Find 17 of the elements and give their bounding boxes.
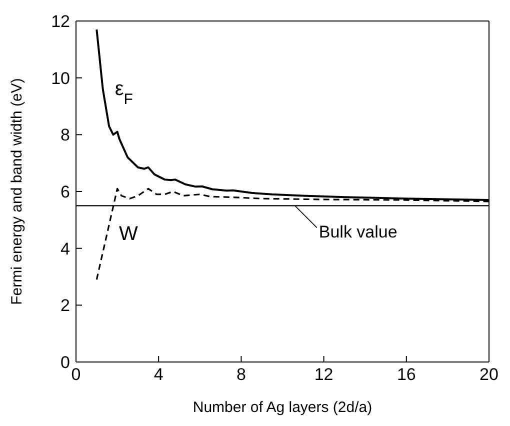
- y-tick-label: 12: [51, 12, 70, 32]
- y-tick-label: 10: [51, 68, 70, 88]
- y-axis-title: Fermi energy and band width (eV): [8, 78, 26, 305]
- y-tick-label: 4: [60, 239, 70, 258]
- legend-label: Bulk value: [318, 222, 398, 242]
- series-label: ε$_{F}$: [114, 78, 133, 108]
- y-tick-label: 8: [60, 126, 70, 145]
- y-tick-label: 0: [60, 353, 70, 372]
- x-axis-title: Number of Ag layers (2d/a): [192, 399, 372, 416]
- x-tick-label: 20: [480, 365, 498, 384]
- x-tick-label: 12: [314, 365, 334, 384]
- x-tick-label: 16: [396, 365, 416, 384]
- y-tick-label: 6: [60, 182, 70, 202]
- x-tick-label: 8: [236, 365, 246, 384]
- y-tick-label: 2: [60, 296, 70, 316]
- x-tick-label: 4: [154, 365, 164, 384]
- series-label: W: [118, 223, 138, 246]
